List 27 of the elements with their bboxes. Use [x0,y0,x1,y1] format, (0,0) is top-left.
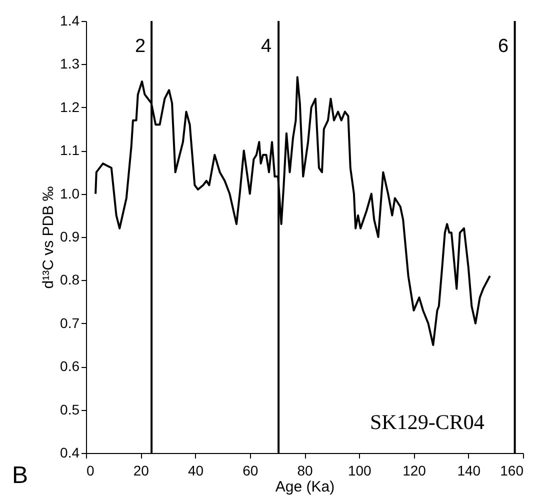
y-tick-label: 0.6 [60,358,80,374]
annotation: 4 [261,36,272,58]
x-tick-label: 0 [86,462,94,478]
x-tick-label: 140 [457,462,481,478]
x-tick-label: 20 [133,462,150,478]
annotation: 6 [498,36,509,58]
y-axis-title: d¹³C vs PDB ‰ [40,186,58,289]
y-tick-label: 1.2 [60,98,80,115]
x-tick-label: 40 [188,462,204,478]
x-tick-label: 80 [297,462,313,478]
y-tick-label: 0.4 [60,444,80,460]
x-tick-label: 100 [348,462,372,478]
x-tick-label: 160 [500,462,524,478]
y-tick-label: 1.0 [60,185,80,202]
annotation: SK129-CR04 [370,410,484,435]
y-tick-label: 1.4 [60,12,80,28]
annotation: 2 [135,36,146,58]
x-tick-label: 120 [402,462,426,478]
text: B [12,462,28,490]
x-tick-label: 60 [242,462,258,478]
y-tick-label: 1.3 [60,56,80,72]
y-tick-label: 0.8 [60,272,80,288]
y-tick-label: 0.9 [60,228,80,244]
x-axis-title: Age (Ka) [275,478,335,496]
y-tick-label: 0.7 [60,314,80,331]
y-tick-label: 0.5 [60,401,80,418]
y-tick-label: 1.1 [60,142,80,158]
